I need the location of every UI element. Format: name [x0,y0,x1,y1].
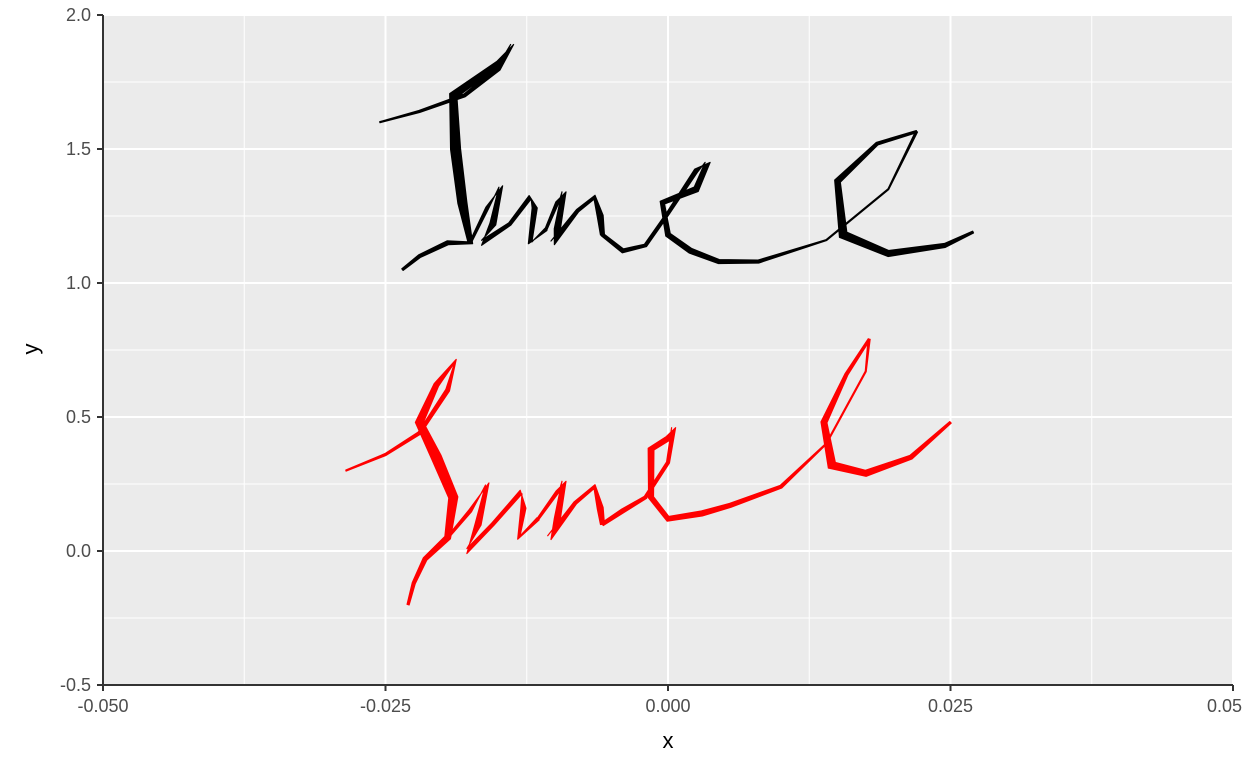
x-tick-label: -0.050 [77,696,128,716]
y-tick-label: 1.5 [66,139,91,159]
x-tick-label: 0.05 [1207,696,1242,716]
x-tick-label: 0.000 [645,696,690,716]
signature-black [379,43,975,271]
x-tick-label: 0.025 [928,696,973,716]
y-tick-label: -0.5 [60,675,91,695]
y-tick-label: 1.0 [66,273,91,293]
x-axis-title: x [663,728,674,753]
signature-stroke-j [345,358,459,606]
signature-stroke-c [820,338,952,477]
signature-stroke-c [834,130,975,258]
y-tick-label: 2.0 [66,5,91,25]
x-tick-label: -0.025 [360,696,411,716]
axes: -0.050 -0.025 0.000 0.025 0.05 -0.5 0.0 0.5 1.0 1… [60,5,1242,716]
signature-series [345,43,975,606]
y-axis-title: y [18,344,43,355]
signature-red [345,338,952,606]
signature-stroke-j [379,43,515,271]
y-tick-label: 0.5 [66,407,91,427]
y-tick-label: 0.0 [66,541,91,561]
